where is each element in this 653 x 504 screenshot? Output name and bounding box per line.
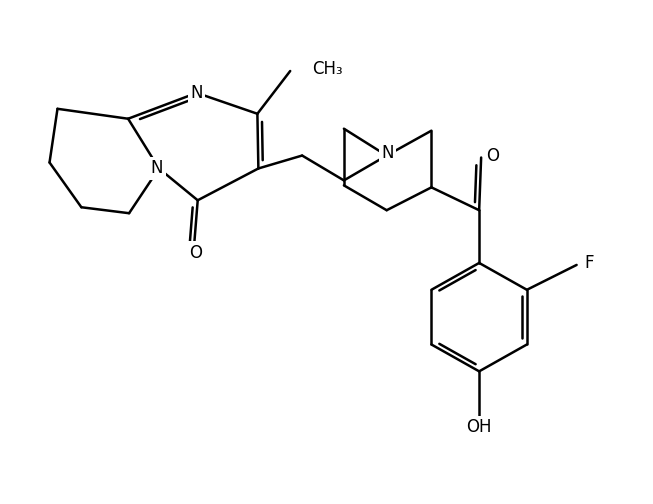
Text: F: F bbox=[584, 254, 594, 272]
Text: N: N bbox=[151, 159, 163, 177]
Text: O: O bbox=[486, 147, 499, 164]
Text: O: O bbox=[189, 244, 202, 262]
Text: OH: OH bbox=[466, 418, 492, 436]
Text: N: N bbox=[381, 144, 394, 162]
Text: N: N bbox=[191, 84, 203, 102]
Text: CH₃: CH₃ bbox=[312, 60, 343, 78]
